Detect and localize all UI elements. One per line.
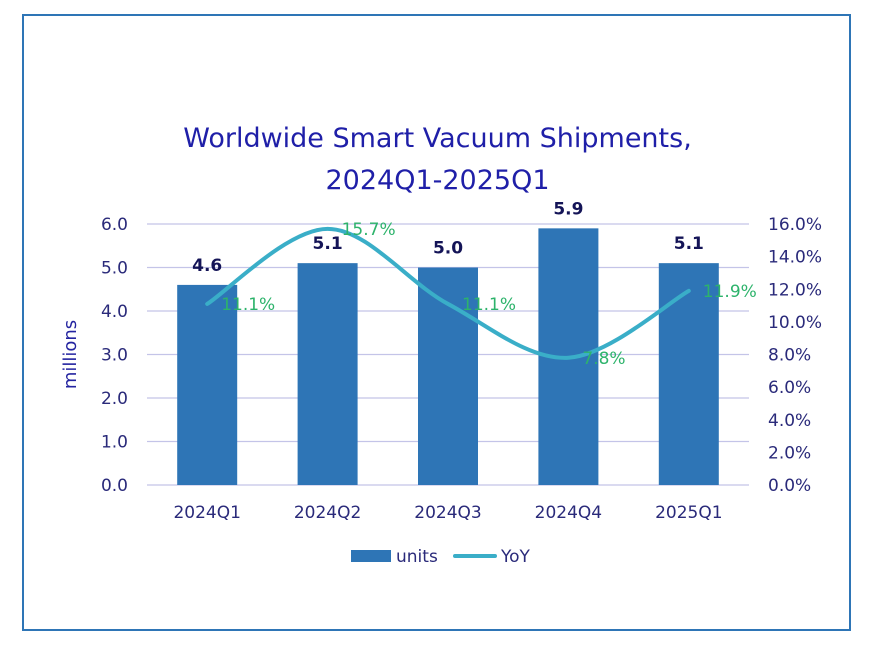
yoy-value-label: 15.7% — [342, 220, 396, 240]
x-tick-label: 2024Q2 — [294, 503, 361, 523]
y-tick-label: 6.0 — [101, 215, 128, 235]
yoy-value-label: 11.1% — [462, 295, 516, 315]
y-tick-label: 5.0 — [101, 259, 128, 279]
y-tick-label: 1.0 — [101, 433, 128, 453]
bar — [177, 284, 238, 485]
y-axis-label: millions — [60, 320, 81, 389]
y-tick-label: 4.0 — [101, 302, 128, 322]
legend-swatch-units — [351, 550, 391, 562]
x-tick-label: 2024Q4 — [535, 503, 602, 523]
chart-title: Worldwide Smart Vacuum Shipments, 2024Q1… — [0, 118, 875, 202]
bar-value-label: 5.1 — [313, 234, 343, 254]
y2-tick-label: 0.0% — [768, 476, 811, 496]
bar-value-label: 5.9 — [553, 199, 583, 219]
y-tick-label: 0.0 — [101, 476, 128, 496]
legend-label-yoy: YoY — [500, 547, 531, 567]
y2-tick-label: 4.0% — [768, 411, 811, 431]
y2-tick-label: 10.0% — [768, 313, 822, 333]
yoy-value-label: 7.8% — [582, 349, 625, 369]
x-tick-label: 2024Q1 — [173, 503, 240, 523]
y2-tick-label: 16.0% — [768, 215, 822, 235]
chart-title-line-2: 2024Q1-2025Q1 — [325, 165, 550, 196]
yoy-line — [205, 226, 691, 360]
y2-tick-label: 2.0% — [768, 443, 811, 463]
x-tick-label: 2024Q3 — [414, 503, 481, 523]
y2-tick-label: 6.0% — [768, 378, 811, 398]
yoy-value-label: 11.1% — [221, 295, 275, 315]
y-tick-label: 2.0 — [101, 389, 128, 409]
yoy-value-label: 11.9% — [703, 282, 757, 302]
bar — [297, 263, 358, 485]
y2-tick-label: 12.0% — [768, 280, 822, 300]
x-tick-label: 2025Q1 — [655, 503, 722, 523]
chart-title-line-1: Worldwide Smart Vacuum Shipments, — [183, 123, 692, 154]
bar-value-label: 4.6 — [192, 256, 222, 276]
legend-label-units: units — [396, 547, 438, 567]
y2-tick-label: 14.0% — [768, 248, 822, 268]
bar — [658, 263, 719, 485]
bar-value-label: 5.1 — [674, 234, 704, 254]
chart-frame — [22, 14, 851, 631]
y2-tick-label: 8.0% — [768, 346, 811, 366]
bar-value-label: 5.0 — [433, 239, 463, 259]
y-tick-label: 3.0 — [101, 346, 128, 366]
